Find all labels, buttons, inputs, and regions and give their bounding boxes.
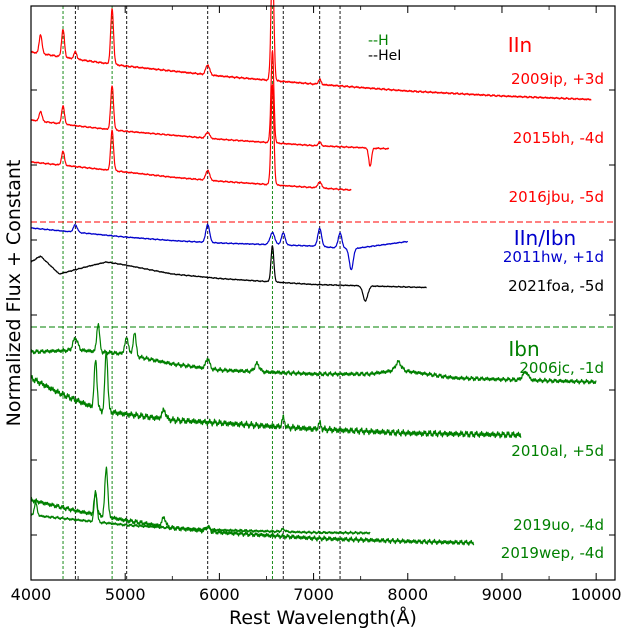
plot-frame [30,5,616,581]
series-label-9: 2019wep, -4d [501,544,604,562]
x-tick-label-5000: 5000 [105,585,146,604]
x-tick-label-10000: 10000 [571,585,622,604]
group-label-2: IIn/Ibn [514,226,576,250]
series-label-8: 2019uo, -4d [513,516,604,534]
legend: --H--HeI [368,33,401,64]
x-axis-label: Rest Wavelength(Å) [229,606,417,629]
series-line-2 [30,50,390,167]
series-line-8 [30,466,475,546]
series-line-7 [30,351,522,439]
series-line-3 [30,84,352,191]
series-label-4: 2011hw, +1d [503,248,604,266]
series-label-7: 2010al, +5d [511,442,604,460]
series-line-1 [30,0,592,101]
x-tick-label-8000: 8000 [387,585,428,604]
y-axis-label: Normalized Flux + Constant [3,160,25,427]
series-line-9 [30,491,371,535]
group-separators [31,221,615,328]
x-tick-label-7000: 7000 [293,585,334,604]
series-line-4 [30,223,409,271]
series-line-5 [30,245,427,302]
legend-entry-1: --H [368,33,389,49]
spectra-series [30,0,597,546]
group-labels: IIn IIn/Ibn Ibn [508,33,576,361]
series-labels: 2009ip, +3d 2015bh, -4d 2016jbu, -5d 2011hw… [501,70,604,562]
series-line-6 [30,323,597,385]
legend-entry-2: --HeI [368,48,401,64]
series-label-5: 2021foa, -5d [508,277,604,295]
x-tick-label-9000: 9000 [482,585,523,604]
y-axis-ticks [31,89,615,536]
group-label-3: Ibn [508,337,539,361]
x-tick-label-6000: 6000 [199,585,240,604]
x-tick-label-4000: 4000 [11,585,52,604]
series-label-3: 2016jbu, -5d [509,188,604,206]
series-label-2: 2015bh, -4d [513,129,604,147]
series-label-1: 2009ip, +3d [511,70,604,88]
x-axis-ticks: 4000 5000 6000 7000 8000 9000 10000 [11,6,622,604]
series-label-6: 2006jc, -1d [519,359,604,377]
line-markers [62,6,341,580]
group-label-1: IIn [508,33,532,57]
